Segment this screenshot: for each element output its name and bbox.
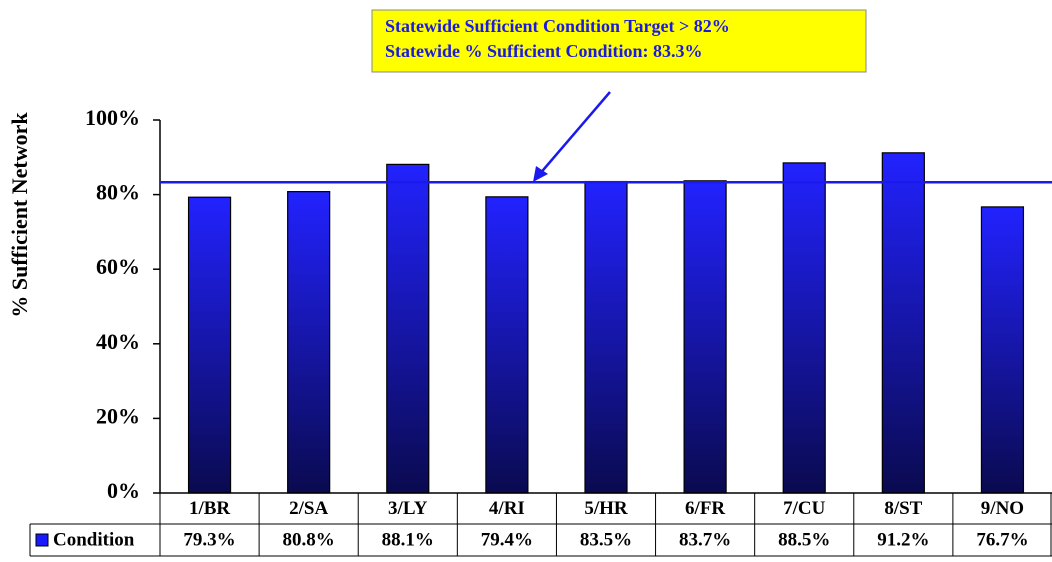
x-tick-label: 2/SA xyxy=(289,498,328,519)
annotation-box xyxy=(371,9,867,73)
annotation: Statewide % Sufficient Condition: 83.3% xyxy=(385,41,703,61)
bar xyxy=(683,180,727,494)
x-tick-label: 8/ST xyxy=(884,498,922,519)
y-tick-label: 0% xyxy=(107,478,140,503)
bar xyxy=(980,206,1025,494)
value-label: 88.5% xyxy=(778,529,830,550)
value-label: 88.1% xyxy=(382,529,434,550)
annotation-arrow xyxy=(537,91,611,177)
x-tick-label: 3/LY xyxy=(388,498,428,519)
value-label: 80.8% xyxy=(283,529,335,550)
y-tick-label: 80% xyxy=(96,180,140,205)
x-tick-label: 4/RI xyxy=(489,498,525,519)
annotation: Statewide Sufficient Condition Target > … xyxy=(385,16,730,36)
y-tick-label: 60% xyxy=(96,254,140,279)
legend-label: Condition xyxy=(53,529,135,550)
x-tick-label: 7/CU xyxy=(783,498,826,519)
bar xyxy=(287,191,331,494)
bar xyxy=(881,152,925,494)
plot: 0% 20% 40% 60% 80% 100% 1/BR 79.3% 2/SA 80.8% 3/LY… xyxy=(29,105,1052,557)
x-tick-label: 9/NO xyxy=(981,498,1024,519)
value-label: 76.7% xyxy=(976,529,1028,550)
value-label: 79.4% xyxy=(481,529,533,550)
bar xyxy=(584,180,628,494)
y-tick-label: 100% xyxy=(85,105,140,130)
x-tick-label: 1/BR xyxy=(189,498,230,519)
value-label: 91.2% xyxy=(877,529,929,550)
y-tick-label: 40% xyxy=(96,329,140,354)
legend-swatch xyxy=(35,533,49,547)
bar xyxy=(485,196,529,494)
value-label: 83.7% xyxy=(679,529,731,550)
value-label: 79.3% xyxy=(183,529,235,550)
bar xyxy=(386,163,430,494)
x-tick-label: 6/FR xyxy=(685,498,725,519)
x-tick-label: 5/HR xyxy=(584,498,628,519)
y-tick-label: 20% xyxy=(96,403,140,428)
bar xyxy=(187,196,232,494)
arrow-head xyxy=(533,166,548,182)
value-label: 83.5% xyxy=(580,529,632,550)
bar xyxy=(782,162,826,494)
y-axis-label: % Sufficient Network xyxy=(7,112,32,318)
